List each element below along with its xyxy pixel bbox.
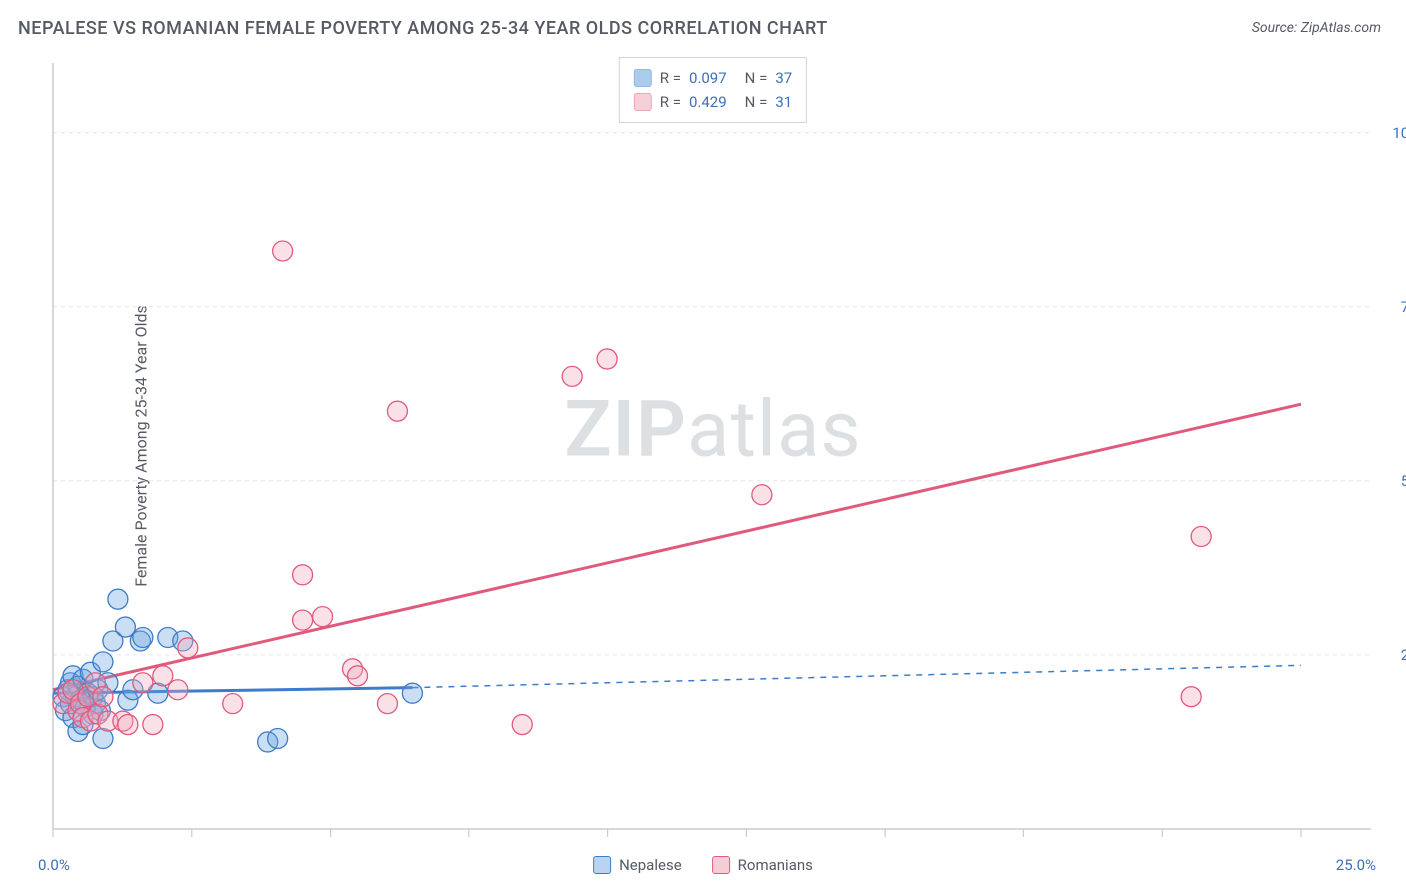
scatter-point bbox=[273, 241, 293, 261]
x-axis-min-label: 0.0% bbox=[38, 856, 70, 874]
scatter-point bbox=[387, 401, 407, 421]
chart-area: ZIPatlas R =0.097N =37R =0.429N =31 25.0… bbox=[45, 55, 1381, 837]
stats-row: R = 0.097 N = 37 bbox=[634, 66, 792, 90]
legend-label: Nepalese bbox=[619, 856, 682, 874]
stats-r-label: R = bbox=[660, 90, 681, 114]
scatter-chart-svg bbox=[45, 55, 1381, 837]
scatter-point bbox=[133, 673, 153, 693]
stats-n-value: 37 bbox=[775, 66, 792, 90]
scatter-point bbox=[118, 715, 138, 735]
stats-r-value: 0.429 bbox=[689, 90, 727, 114]
stats-n-label: N = bbox=[745, 66, 768, 90]
y-tick-label: 75.0% bbox=[1401, 298, 1406, 316]
legend-swatch bbox=[593, 856, 611, 874]
scatter-point bbox=[178, 638, 198, 658]
stats-n-label: N = bbox=[745, 90, 768, 114]
scatter-point bbox=[562, 366, 582, 386]
scatter-point bbox=[512, 715, 532, 735]
scatter-point bbox=[143, 715, 163, 735]
scatter-point bbox=[1191, 527, 1211, 547]
y-tick-label: 25.0% bbox=[1401, 646, 1406, 664]
scatter-point bbox=[268, 728, 288, 748]
chart-title: NEPALESE VS ROMANIAN FEMALE POVERTY AMON… bbox=[18, 18, 828, 39]
scatter-point bbox=[752, 485, 772, 505]
legend-item: Nepalese bbox=[593, 856, 682, 874]
stats-swatch bbox=[634, 69, 652, 87]
series-legend: Nepalese Romanians bbox=[593, 856, 813, 874]
scatter-point bbox=[108, 589, 128, 609]
scatter-point bbox=[168, 680, 188, 700]
scatter-point bbox=[1181, 687, 1201, 707]
scatter-point bbox=[348, 666, 368, 686]
stats-r-value: 0.097 bbox=[689, 66, 727, 90]
stats-row: R = 0.429 N = 31 bbox=[634, 90, 792, 114]
y-tick-label: 100.0% bbox=[1392, 124, 1406, 142]
scatter-point bbox=[377, 694, 397, 714]
scatter-point bbox=[313, 607, 333, 627]
scatter-point bbox=[597, 349, 617, 369]
scatter-point bbox=[93, 652, 113, 672]
scatter-point bbox=[93, 687, 113, 707]
source-attribution: Source: ZipAtlas.com bbox=[1252, 20, 1381, 36]
scatter-point bbox=[223, 694, 243, 714]
scatter-point bbox=[293, 610, 313, 630]
legend-item: Romanians bbox=[712, 856, 813, 874]
stats-r-label: R = bbox=[660, 66, 681, 90]
scatter-point bbox=[293, 565, 313, 585]
stats-swatch bbox=[634, 93, 652, 111]
scatter-point bbox=[402, 683, 422, 703]
x-axis-max-label: 25.0% bbox=[1336, 856, 1376, 874]
y-tick-label: 50.0% bbox=[1401, 472, 1406, 490]
legend-swatch bbox=[712, 856, 730, 874]
correlation-stats-box: R = 0.097 N = 37 R = 0.429 N = 31 bbox=[619, 57, 807, 123]
stats-n-value: 31 bbox=[775, 90, 792, 114]
legend-label: Romanians bbox=[738, 856, 813, 874]
scatter-point bbox=[133, 628, 153, 648]
